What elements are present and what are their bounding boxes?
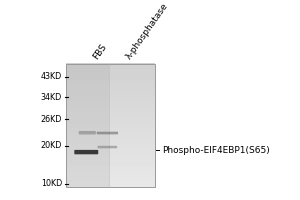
Text: FBS: FBS <box>92 42 109 61</box>
FancyBboxPatch shape <box>98 146 117 148</box>
FancyBboxPatch shape <box>74 150 98 154</box>
Text: 20KD: 20KD <box>40 141 62 150</box>
Bar <box>66 64 155 187</box>
Text: 34KD: 34KD <box>41 93 62 102</box>
Text: 26KD: 26KD <box>40 115 62 124</box>
FancyBboxPatch shape <box>79 131 96 134</box>
Bar <box>66 64 109 187</box>
Text: 10KD: 10KD <box>41 179 62 188</box>
Text: Phospho-EIF4EBP1(S65): Phospho-EIF4EBP1(S65) <box>162 146 270 155</box>
FancyBboxPatch shape <box>97 132 118 134</box>
Text: 43KD: 43KD <box>41 72 62 81</box>
Text: λ-phosphatase: λ-phosphatase <box>124 1 169 61</box>
